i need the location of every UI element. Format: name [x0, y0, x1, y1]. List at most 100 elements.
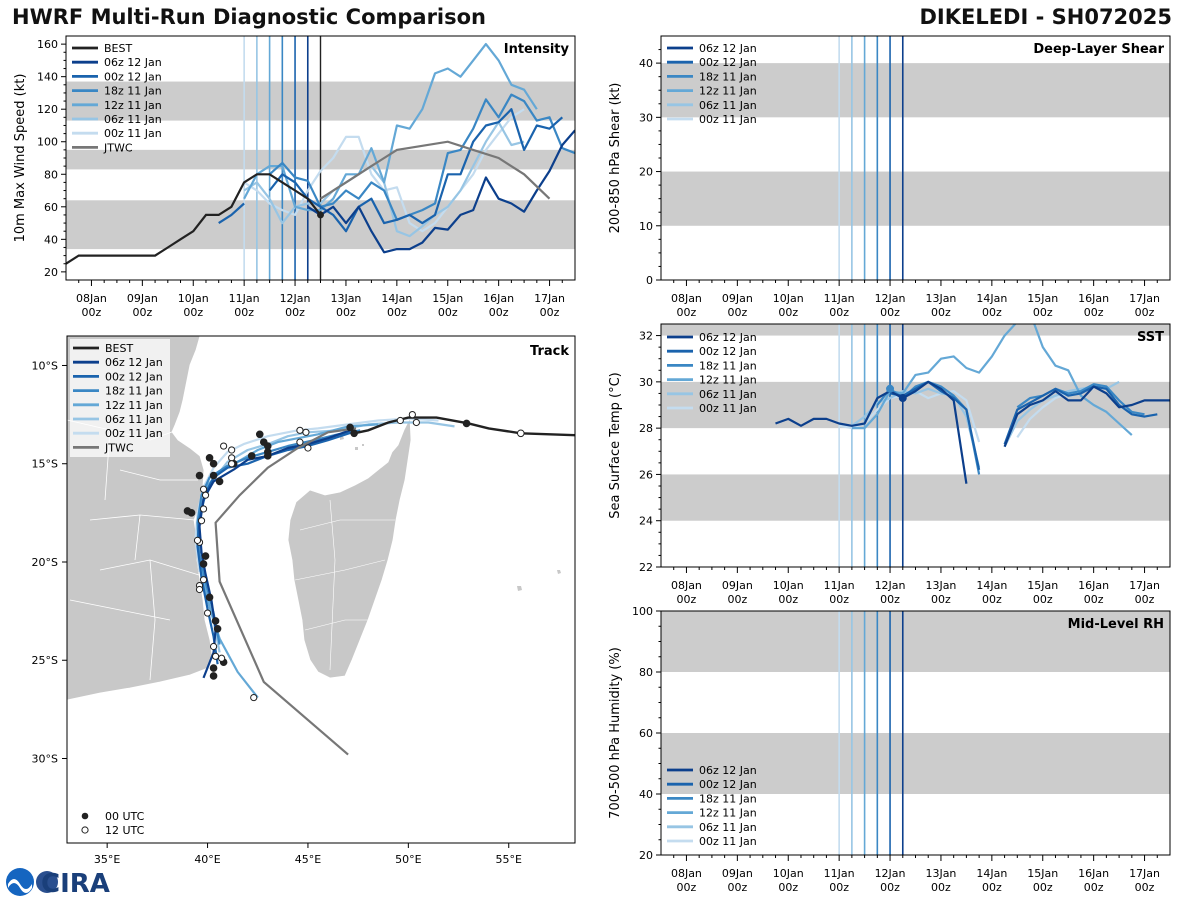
intensity-xtick-day-2: 10Jan — [178, 292, 209, 305]
sst-series-1-seg-1 — [1003, 385, 1158, 445]
sst-title: SST — [1137, 330, 1164, 345]
track-marker-12utc-13 — [220, 442, 228, 450]
track-ytick-label-1: 15°S — [32, 458, 58, 471]
madagascar — [287, 416, 412, 679]
sst-xtick-day-5: 13Jan — [925, 579, 956, 592]
track-marker-12utc-5 — [193, 536, 202, 544]
sst-xtick-hour-9: 00z — [1135, 593, 1155, 606]
rh-ytick-label-60: 60 — [639, 727, 653, 740]
track-legend-12utc-marker — [81, 826, 89, 834]
rh-xtick-hour-4: 00z — [880, 881, 900, 894]
intensity-xtick-day-5: 13Jan — [330, 292, 361, 305]
rh-xtick-day-8: 16Jan — [1078, 867, 1109, 880]
shear-xtick-day-2: 10Jan — [773, 292, 804, 305]
intensity-legend-label-2: 00z 12 Jan — [104, 70, 162, 83]
track-marker-12utc-12 — [218, 654, 226, 662]
track-best-marker-3 — [346, 423, 354, 432]
intensity-ytick-label-120: 120 — [37, 103, 58, 116]
rh-band-0 — [661, 733, 1170, 794]
track-marker-12utc-3 — [197, 517, 206, 525]
track-marker-00utc-21 — [209, 672, 218, 680]
shear-xtick-hour-6: 00z — [982, 306, 1002, 319]
cira-globe-icon — [36, 871, 58, 893]
rh-plot-area — [661, 611, 1170, 855]
noaa-wave-icon — [8, 879, 32, 893]
sst-xtick-day-9: 17Jan — [1129, 579, 1160, 592]
track-marker-12utc-14 — [228, 446, 236, 454]
sst-init-point-2 — [886, 384, 895, 393]
shear-xtick-day-0: 08Jan — [671, 292, 702, 305]
intensity-xtick-day-3: 11Jan — [229, 292, 260, 305]
intensity-legend-label-5: 06z 11 Jan — [104, 113, 162, 126]
rh-xtick-day-0: 08Jan — [671, 867, 702, 880]
rh-legend-label-4: 06z 11 Jan — [699, 821, 757, 834]
rh-ylabel: 700-500 hPa Humidity (%) — [608, 647, 623, 819]
sst-ylabel: Sea Surface Temp (°C) — [608, 372, 623, 519]
sst-xtick-hour-5: 00z — [931, 593, 951, 606]
sst-series-3-seg-0 — [851, 324, 1133, 436]
sst-xtick-day-4: 12Jan — [875, 579, 906, 592]
shear-xtick-hour-4: 00z — [880, 306, 900, 319]
rh-xtick-hour-3: 00z — [829, 881, 849, 894]
shear-title: Deep-Layer Shear — [1033, 42, 1164, 57]
logo-group: CIRA — [6, 868, 110, 899]
intensity-xtick-hour-2: 00z — [183, 306, 203, 319]
intensity-legend-label-6: 00z 11 Jan — [104, 127, 162, 140]
shear-panel: 01020304008Jan00z09Jan00z10Jan00z11Jan00… — [608, 35, 1171, 319]
intensity-xtick-hour-0: 00z — [82, 306, 102, 319]
shear-ytick-label-10: 10 — [639, 220, 653, 233]
sst-xtick-hour-8: 00z — [1084, 593, 1104, 606]
rh-panel: 2040608010008Jan00z09Jan00z10Jan00z11Jan… — [608, 605, 1171, 894]
track-marker-12utc-19 — [296, 438, 304, 446]
track-xtick-label-4: 55°E — [496, 853, 522, 866]
rh-legend-label-5: 00z 11 Jan — [699, 835, 757, 848]
main-title: HWRF Multi-Run Diagnostic Comparison — [12, 5, 487, 29]
sst-ytick-label-26: 26 — [639, 468, 653, 481]
track-legend-label-3: 18z 11 Jan — [105, 385, 163, 398]
shear-band-0 — [661, 171, 1170, 226]
intensity-xtick-hour-5: 00z — [336, 306, 356, 319]
intensity-xtick-day-1: 09Jan — [127, 292, 158, 305]
madagascar-borders — [294, 499, 395, 671]
track-marker-00utc-4 — [209, 459, 218, 468]
rh-xtick-day-6: 14Jan — [976, 867, 1007, 880]
intensity-ytick-label-80: 80 — [44, 168, 58, 181]
track-marker-12utc-23 — [412, 418, 420, 427]
track-legend-00utc-marker — [81, 812, 89, 820]
intensity-xtick-day-4: 12Jan — [280, 292, 311, 305]
track-marker-12utc-6 — [199, 576, 208, 584]
track-marker-12utc-17 — [296, 426, 304, 434]
shear-legend-label-4: 06z 11 Jan — [699, 99, 757, 112]
sst-series-2-seg-1 — [1016, 383, 1145, 416]
shear-xtick-hour-0: 00z — [677, 306, 697, 319]
sst-plot-area — [661, 324, 1170, 567]
rh-xtick-day-1: 09Jan — [722, 867, 753, 880]
track-jtwc-line — [214, 427, 357, 756]
shear-ytick-label-40: 40 — [639, 57, 653, 70]
sst-xtick-day-7: 15Jan — [1027, 579, 1058, 592]
rh-legend-label-2: 18z 11 Jan — [699, 792, 757, 805]
rh-legend-label-1: 00z 12 Jan — [699, 778, 757, 791]
shear-xtick-day-1: 09Jan — [722, 292, 753, 305]
shear-xtick-day-4: 12Jan — [875, 292, 906, 305]
intensity-xtick-day-0: 08Jan — [76, 292, 107, 305]
track-legend-label-0: BEST — [105, 342, 133, 355]
intensity-series-0-seg-0 — [307, 129, 575, 254]
intensity-xtick-hour-3: 00z — [234, 306, 254, 319]
shear-xtick-hour-8: 00z — [1084, 306, 1104, 319]
sst-ytick-label-32: 32 — [639, 330, 653, 343]
rh-xtick-hour-2: 00z — [778, 881, 798, 894]
track-marker-00utc-18 — [213, 625, 222, 633]
track-marker-00utc-13 — [263, 452, 272, 460]
track-legend-label-2: 00z 12 Jan — [105, 370, 163, 383]
intensity-series-1-seg-0 — [218, 202, 245, 225]
rh-band-1 — [661, 611, 1170, 672]
track-marker-12utc-24 — [250, 693, 258, 702]
sst-xtick-hour-2: 00z — [778, 593, 798, 606]
track-series-0 — [198, 429, 351, 679]
track-marker-00utc-1 — [187, 509, 196, 517]
shear-xtick-day-7: 15Jan — [1027, 292, 1058, 305]
track-best-line — [353, 416, 575, 437]
rh-xtick-day-9: 17Jan — [1129, 867, 1160, 880]
shear-legend-label-5: 00z 11 Jan — [699, 113, 757, 126]
